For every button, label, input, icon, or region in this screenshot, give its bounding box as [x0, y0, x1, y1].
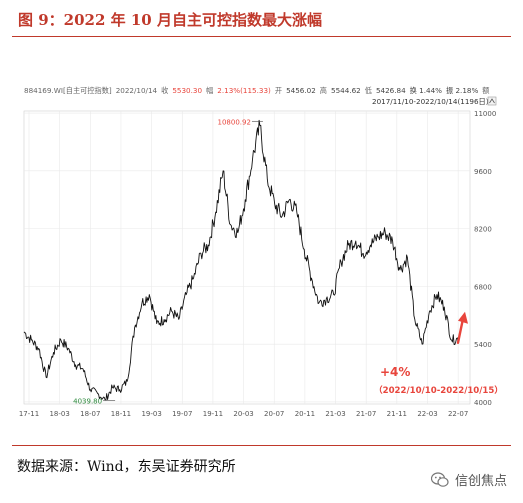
x-tick-label: 21-11 [387, 410, 407, 418]
y-tick-label: 5400 [474, 341, 492, 349]
title-divider [12, 36, 511, 37]
info-bar-item: 额 [482, 86, 489, 95]
info-bar-item: 5426.84 [376, 86, 406, 95]
rise-date-range-label: （2022/10/10-2022/10/15） [374, 385, 503, 396]
source-divider [12, 445, 511, 446]
x-tick-label: 18-07 [80, 410, 100, 418]
watermark: 信创焦点 [430, 470, 507, 489]
min-value-label: 4039.80 [73, 397, 102, 405]
y-tick-label: 6800 [474, 283, 492, 291]
info-bar-item: 换 1.44% [410, 86, 442, 95]
info-bar-item: 幅 [206, 86, 213, 95]
x-tick-label: 21-07 [356, 410, 376, 418]
info-bar-item: 2.13%(115.33) [217, 86, 271, 95]
x-tick-label: 22-03 [417, 410, 437, 418]
info-bar-item: 高 [320, 86, 327, 95]
x-tick-label: 18-03 [49, 410, 69, 418]
x-tick-label: 19-07 [172, 410, 192, 418]
info-bar-item: 884169.WI[自主可控指数] [24, 86, 112, 95]
watermark-text: 信创焦点 [454, 474, 507, 489]
scroll-up-button[interactable] [487, 96, 497, 106]
y-tick-label: 8200 [474, 226, 492, 234]
info-bar-item: 5544.62 [331, 86, 361, 95]
y-tick-label: 11000 [474, 110, 496, 118]
x-tick-label: 17-11 [19, 410, 39, 418]
x-tick-label: 19-11 [203, 410, 223, 418]
info-bar-item: 开 [275, 86, 282, 95]
wechat-logo-icon [430, 471, 449, 487]
rise-percent-label: +4% [380, 365, 410, 379]
info-bar-item: 低 [365, 86, 372, 95]
info-bar-item: 5530.30 [172, 86, 202, 95]
info-bar-item: 5456.02 [286, 86, 316, 95]
x-tick-label: 21-03 [325, 410, 345, 418]
x-tick-label: 20-11 [295, 410, 315, 418]
index-line-chart: 884169.WI[自主可控指数] 2022/10/14 收 5530.30 幅 2.13… [19, 84, 503, 418]
info-bar-item: 2022/10/14 [116, 86, 158, 95]
info-bar-item: 收 [161, 86, 168, 95]
index-series-line [23, 119, 460, 401]
x-tick-label: 19-03 [141, 410, 161, 418]
date-range-label: 2017/11/10-2022/10/14(1196日) [372, 97, 489, 106]
plot-frame [23, 110, 471, 405]
rise-arrow-icon [456, 317, 465, 344]
quote-info-bar: 884169.WI[自主可控指数] 2022/10/14 收 5530.30 幅 2.13… [24, 86, 490, 95]
info-bar-item: 振 2.18% [446, 86, 478, 95]
x-tick-label: 20-03 [233, 410, 253, 418]
rise-arrowhead-icon [458, 311, 468, 324]
x-tick-label: 20-07 [264, 410, 284, 418]
x-tick-label: 22-07 [448, 410, 468, 418]
figure-title: 图 9：2022 年 10 月自主可控指数最大涨幅 [18, 11, 322, 29]
y-tick-label: 4000 [474, 399, 492, 407]
max-value-label: 10800.92 [218, 118, 251, 126]
figure-source: 数据来源：Wind，东吴证券研究所 [17, 459, 236, 475]
y-tick-label: 9600 [474, 168, 492, 176]
x-tick-label: 18-11 [111, 410, 131, 418]
